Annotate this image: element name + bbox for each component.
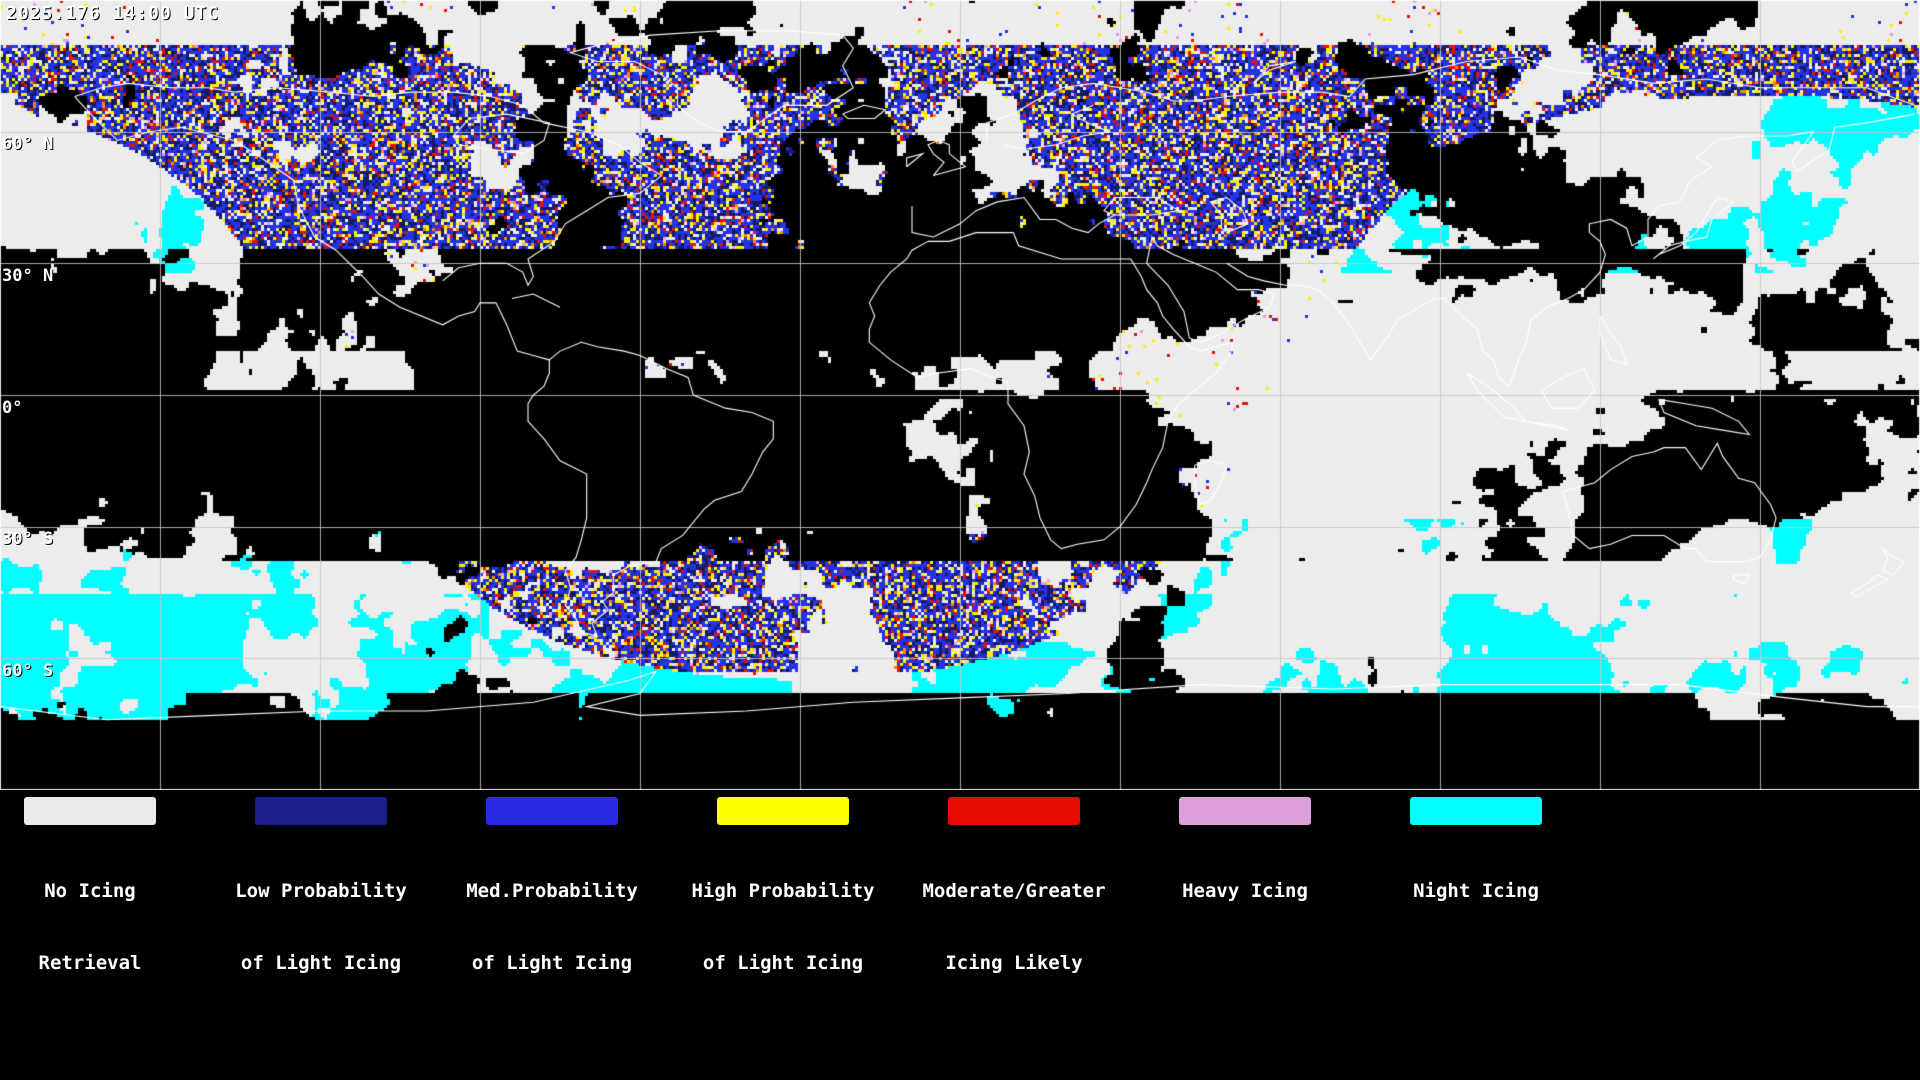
legend-swatch-heavy-icing — [1179, 797, 1311, 825]
legend-item-heavy-icing: Heavy Icing — [1130, 793, 1360, 999]
legend-label: Low Probability of Light Icing — [235, 880, 407, 974]
lat-label-60n: 60° N — [2, 134, 54, 154]
legend-swatch-no-icing — [24, 797, 156, 825]
lat-label-eq: 0° — [2, 398, 23, 418]
legend-label: Heavy Icing — [1182, 880, 1308, 902]
legend-swatch-med-probability — [486, 797, 618, 825]
lat-label-60s: 60° S — [2, 661, 54, 681]
legend-item-high-probability: High Probability of Light Icing — [668, 793, 898, 1023]
legend-item-med-probability: Med.Probability of Light Icing — [437, 793, 667, 1023]
legend-item-night-icing: Night Icing — [1361, 793, 1591, 999]
legend-label: No Icing Retrieval — [38, 880, 142, 974]
legend-swatch-low-probability — [255, 797, 387, 825]
legend-item-no-icing-retrieval: No Icing Retrieval — [0, 793, 205, 1023]
legend-swatch-high-probability — [717, 797, 849, 825]
legend-item-low-probability: Low Probability of Light Icing — [206, 793, 436, 1023]
timestamp-label: 2025.176 14:00 UTC — [6, 3, 220, 24]
legend-label: Night Icing — [1413, 880, 1539, 902]
legend-label: High Probability of Light Icing — [691, 880, 875, 974]
legend-swatch-moderate-greater — [948, 797, 1080, 825]
legend-label: Med.Probability of Light Icing — [466, 880, 638, 974]
legend-item-moderate-greater: Moderate/Greater Icing Likely — [899, 793, 1129, 1023]
world-icing-map: 2025.176 14:00 UTC 60° N 30° N 0° 30° S … — [0, 0, 1920, 790]
lat-label-30s: 30° S — [2, 529, 54, 549]
legend: No Icing Retrieval Low Probability of Li… — [0, 793, 1920, 974]
legend-label: Moderate/Greater Icing Likely — [922, 880, 1106, 974]
lat-label-30n: 30° N — [2, 266, 54, 286]
legend-swatch-night-icing — [1410, 797, 1542, 825]
icing-raster-canvas — [0, 0, 1920, 790]
